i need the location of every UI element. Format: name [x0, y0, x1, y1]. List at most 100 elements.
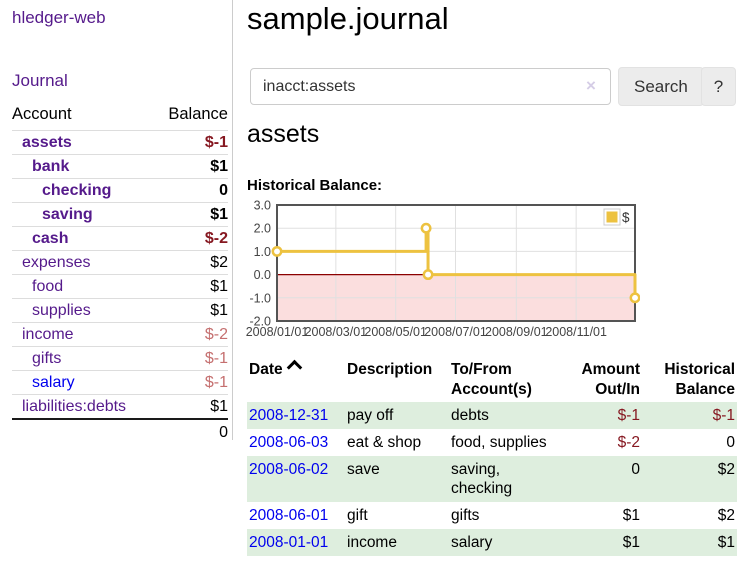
- account-row: supplies $1: [12, 298, 228, 323]
- transaction-description: gift: [347, 507, 368, 524]
- account-balance: $-1: [153, 346, 228, 371]
- sidebar-account-link-liabilities-debts[interactable]: liabilities:debts: [22, 398, 127, 415]
- account-balance: $1: [153, 394, 228, 420]
- transaction-amount: $1: [622, 534, 640, 551]
- column-header-historical: Historical Balance: [664, 361, 735, 398]
- sort-asc-icon: [286, 359, 302, 376]
- transaction-accounts: debts: [451, 407, 489, 424]
- column-header-amount: Amount Out/In: [581, 361, 640, 398]
- sidebar-account-link-cash[interactable]: cash: [32, 230, 69, 247]
- sidebar-account-link-expenses[interactable]: expenses: [22, 254, 91, 271]
- accounts-header-balance: Balance: [153, 103, 228, 131]
- data-point-marker: [629, 292, 640, 304]
- column-header-date[interactable]: Date: [247, 358, 345, 402]
- column-header-description: Description: [347, 361, 433, 378]
- transaction-date-link[interactable]: 2008-06-02: [249, 461, 329, 478]
- account-balance: $-2: [153, 322, 228, 347]
- transaction-row: 2008-06-02 save saving, checking 0 $2: [247, 456, 737, 502]
- transaction-accounts: food, supplies: [451, 434, 547, 451]
- x-axis-tick-label: 2008/11/01: [545, 325, 607, 339]
- accounts-header-account: Account: [12, 103, 154, 131]
- transaction-accounts: gifts: [451, 507, 480, 524]
- sidebar-divider: [232, 0, 233, 440]
- transaction-date-link[interactable]: 2008-01-01: [249, 534, 329, 551]
- account-row: food $1: [12, 274, 228, 299]
- historical-balance-chart: $3.0 2.0 1.0 0.0 -1.0 -2.02008/01/012008/03/0…: [246, 199, 640, 339]
- plot-border: [276, 204, 636, 322]
- transaction-row: 2008-06-01 gift gifts $1 $2: [247, 502, 737, 529]
- account-balance: 0: [153, 178, 228, 203]
- account-row: saving $1: [12, 202, 228, 227]
- legend-label: $: [622, 210, 630, 225]
- sidebar-account-link-bank[interactable]: bank: [32, 158, 70, 175]
- y-axis-tick-label: 0.0: [254, 268, 271, 282]
- sidebar-account-link-saving[interactable]: saving: [42, 206, 93, 223]
- sidebar-account-link-gifts[interactable]: gifts: [32, 350, 62, 367]
- x-axis-tick-label: 2008/09/01: [485, 325, 548, 339]
- data-point-marker: [271, 245, 283, 257]
- account-balance: $-1: [153, 370, 228, 395]
- sidebar-account-link-salary[interactable]: salary: [32, 374, 75, 391]
- transaction-description: income: [347, 534, 397, 551]
- transaction-balance: $1: [717, 534, 735, 551]
- app-brand-link[interactable]: hledger-web: [12, 8, 106, 27]
- account-row: liabilities:debts $1: [12, 394, 228, 420]
- transaction-balance: $-1: [712, 407, 735, 424]
- x-axis-tick-label: 2008/07/01: [424, 325, 487, 339]
- sidebar-item-journal[interactable]: Journal: [12, 71, 68, 90]
- transaction-row: 2008-01-01 income salary $1 $1: [247, 529, 737, 556]
- legend-swatch: [606, 211, 618, 223]
- account-balance: $-2: [153, 226, 228, 251]
- transaction-balance: $2: [717, 461, 735, 478]
- transaction-date-link[interactable]: 2008-06-03: [249, 434, 329, 451]
- account-heading: assets: [247, 120, 320, 148]
- y-axis-tick-label: 1.0: [254, 245, 271, 259]
- account-row: cash $-2: [12, 226, 228, 251]
- transaction-accounts: saving, checking: [451, 461, 513, 497]
- transaction-balance: $2: [717, 507, 735, 524]
- data-point-marker: [420, 222, 432, 234]
- sidebar-account-link-supplies[interactable]: supplies: [32, 302, 91, 319]
- sidebar-account-link-checking[interactable]: checking: [42, 182, 112, 199]
- chart-label: Historical Balance:: [247, 177, 383, 194]
- transaction-date-link[interactable]: 2008-12-31: [249, 407, 329, 424]
- transaction-date-link[interactable]: 2008-06-01: [249, 507, 329, 524]
- account-balance: $2: [153, 250, 228, 275]
- help-button[interactable]: ?: [701, 67, 736, 106]
- account-balance: $1: [153, 154, 228, 179]
- sidebar-account-link-assets[interactable]: assets: [22, 134, 72, 151]
- column-header-to-from: To/From Account(s): [451, 361, 532, 398]
- transaction-amount: $1: [622, 507, 640, 524]
- x-axis-tick-label: 2008/03/01: [305, 325, 368, 339]
- data-point-marker: [422, 269, 434, 281]
- transaction-row: 2008-06-03 eat & shop food, supplies $-2 0: [247, 429, 737, 456]
- page-title: sample.journal: [247, 1, 449, 36]
- y-axis-tick-label: 3.0: [254, 199, 271, 213]
- account-balance: $1: [153, 202, 228, 227]
- accounts-balance-table: Account Balance assets $-1 bank $1 checking 0…: [12, 103, 228, 444]
- account-balance: $1: [153, 274, 228, 299]
- account-balance: $1: [153, 298, 228, 323]
- transaction-amount: 0: [631, 461, 640, 478]
- transaction-amount: $-1: [617, 407, 640, 424]
- clear-search-icon[interactable]: ×: [586, 76, 596, 95]
- account-row: checking 0: [12, 178, 228, 203]
- register-table: Date Description To/From Account(s) Amount Ou…: [247, 358, 737, 556]
- x-axis-tick-label: 2008/05/01: [364, 325, 427, 339]
- transaction-balance: 0: [726, 434, 735, 451]
- account-row: income $-2: [12, 322, 228, 347]
- search-input[interactable]: [250, 68, 611, 105]
- accounts-total-value: 0: [153, 418, 228, 444]
- sidebar-account-link-income[interactable]: income: [22, 326, 74, 343]
- transaction-amount: $-2: [617, 434, 640, 451]
- account-row: bank $1: [12, 154, 228, 179]
- account-balance: $-1: [153, 130, 228, 155]
- y-axis-tick-label: -1.0: [249, 291, 271, 305]
- account-row: salary $-1: [12, 370, 228, 395]
- search-button[interactable]: Search: [618, 67, 704, 106]
- accounts-total-row: 0: [12, 418, 228, 444]
- transaction-description: pay off: [347, 407, 394, 424]
- account-row: expenses $2: [12, 250, 228, 275]
- sidebar-account-link-food[interactable]: food: [32, 278, 64, 295]
